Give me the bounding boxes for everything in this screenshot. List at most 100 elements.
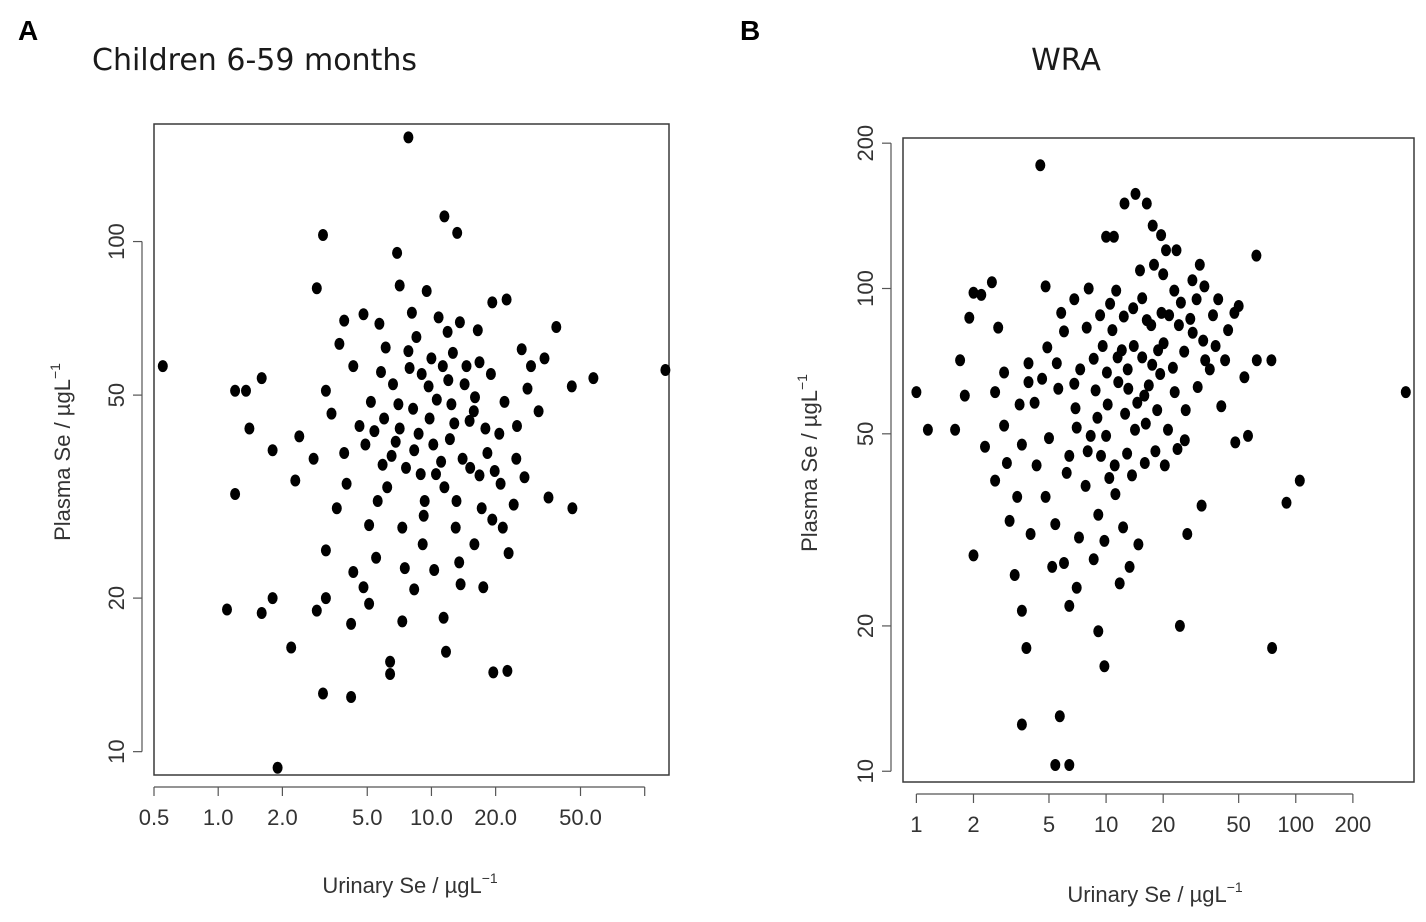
data-point xyxy=(1004,514,1015,527)
x-tick-label: 5 xyxy=(1043,812,1055,837)
data-point xyxy=(438,611,449,624)
data-point xyxy=(1102,398,1113,411)
data-point xyxy=(1213,293,1224,306)
data-point xyxy=(1223,324,1234,337)
panel-a-y-axis-label: Plasma Se / µgL−1 xyxy=(47,363,75,541)
data-point xyxy=(1023,376,1034,389)
data-point xyxy=(1016,718,1027,731)
data-point xyxy=(379,412,390,425)
data-point xyxy=(476,502,487,515)
x-tick-label: 5.0 xyxy=(352,805,383,830)
data-point xyxy=(968,286,979,299)
data-point xyxy=(1161,244,1171,257)
data-point xyxy=(348,360,359,373)
data-point xyxy=(334,337,345,350)
data-point xyxy=(1112,351,1123,364)
data-point xyxy=(308,452,319,465)
data-point xyxy=(326,407,337,420)
data-point xyxy=(533,405,544,418)
data-point xyxy=(1025,528,1036,540)
data-point xyxy=(397,521,408,534)
data-point xyxy=(413,427,424,440)
data-point xyxy=(1090,384,1101,397)
data-point xyxy=(1251,249,1262,262)
data-point xyxy=(922,423,933,436)
data-point xyxy=(1400,386,1411,399)
data-point xyxy=(1029,396,1040,409)
data-point xyxy=(393,398,404,411)
data-point xyxy=(1153,344,1164,357)
data-point xyxy=(1056,306,1067,319)
data-point xyxy=(360,438,371,451)
data-point xyxy=(1111,284,1122,297)
data-point xyxy=(519,471,530,484)
data-point xyxy=(1088,352,1099,365)
data-point xyxy=(1281,496,1292,509)
data-point xyxy=(1200,354,1211,367)
data-point xyxy=(468,405,479,418)
x-tick-label: 50.0 xyxy=(559,805,602,830)
data-point xyxy=(1050,518,1061,531)
data-point xyxy=(437,360,448,373)
data-point xyxy=(374,317,385,330)
data-point xyxy=(1156,306,1167,319)
data-point xyxy=(452,226,463,239)
data-point xyxy=(1097,340,1108,352)
data-point xyxy=(487,513,498,526)
data-point xyxy=(364,519,375,532)
data-point xyxy=(450,521,461,534)
y-tick-label: 50 xyxy=(104,383,129,407)
panel-b-x-axis: 1 2 5 10 20 50 100 200 xyxy=(910,793,1371,837)
data-point xyxy=(470,391,480,404)
data-point xyxy=(1163,423,1173,436)
data-point xyxy=(551,321,562,333)
data-point xyxy=(358,581,369,594)
data-point xyxy=(388,378,398,391)
data-point xyxy=(447,346,458,359)
data-point xyxy=(1174,619,1185,632)
data-point xyxy=(1099,660,1110,673)
data-point xyxy=(1133,538,1144,551)
data-point xyxy=(418,509,429,522)
data-point xyxy=(1096,449,1106,462)
data-point xyxy=(1114,577,1125,590)
data-point xyxy=(1069,377,1080,390)
data-point xyxy=(1164,309,1175,322)
data-point xyxy=(1127,469,1137,482)
data-point xyxy=(1167,361,1178,374)
data-point xyxy=(439,481,450,494)
data-point xyxy=(419,495,430,507)
data-point xyxy=(464,414,475,427)
data-point xyxy=(424,412,435,425)
data-point xyxy=(423,380,434,393)
data-point xyxy=(331,502,342,515)
data-point xyxy=(980,440,990,453)
data-point xyxy=(401,461,411,474)
data-point xyxy=(1152,404,1163,417)
data-point xyxy=(339,314,350,327)
data-point xyxy=(320,544,331,557)
data-point xyxy=(157,360,168,373)
data-point xyxy=(286,641,297,654)
y-tick-label: 20 xyxy=(104,586,129,610)
data-point xyxy=(1266,354,1277,367)
panel-b-x-axis-label: Urinary Se / µgL−1 xyxy=(1067,879,1243,907)
data-point xyxy=(1109,459,1120,472)
x-tick-label: 10 xyxy=(1094,812,1118,837)
data-point xyxy=(1179,345,1190,358)
data-point xyxy=(999,366,1010,379)
data-point xyxy=(1130,187,1141,200)
data-point xyxy=(1175,296,1186,309)
data-point xyxy=(403,345,414,358)
data-point xyxy=(256,372,267,385)
data-point xyxy=(501,293,512,306)
data-point xyxy=(397,615,408,628)
data-point xyxy=(494,427,505,440)
data-point xyxy=(1113,376,1124,389)
data-point xyxy=(508,498,519,511)
data-point xyxy=(1107,324,1118,337)
panel-b-title: WRA xyxy=(1031,43,1101,78)
data-point xyxy=(999,419,1010,432)
data-point xyxy=(1118,310,1129,323)
y-tick-label: 10 xyxy=(853,759,878,783)
